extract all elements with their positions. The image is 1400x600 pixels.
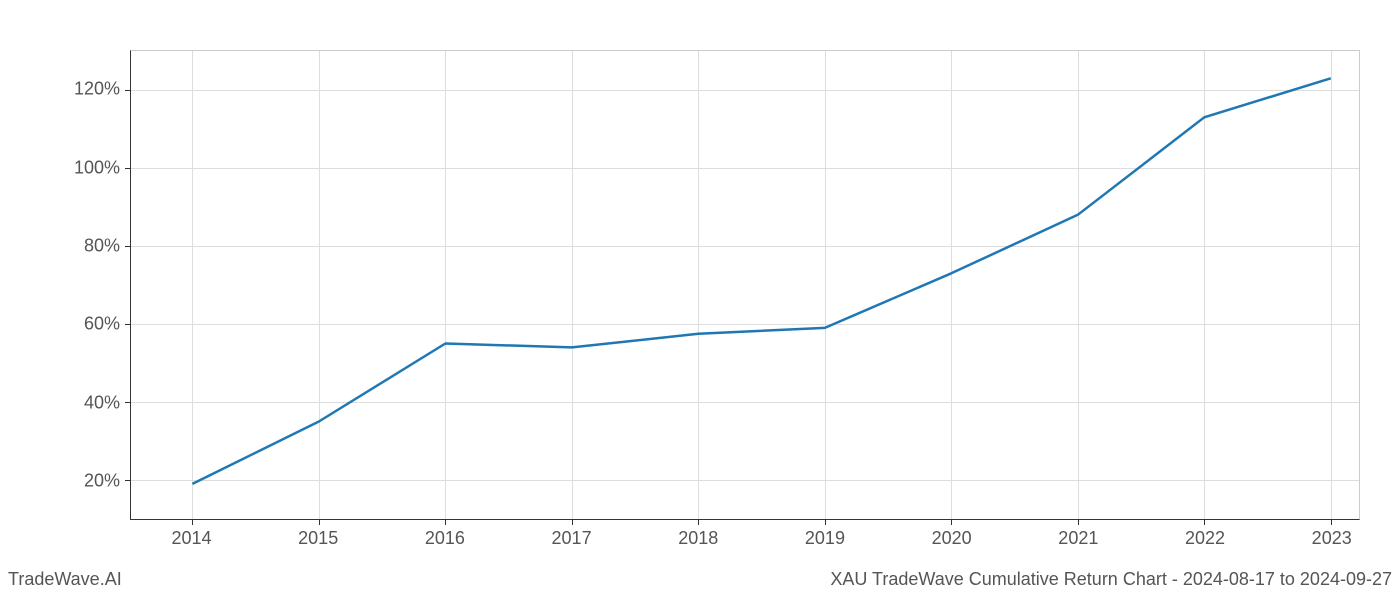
x-tick-label: 2016 [425, 528, 465, 549]
x-tick-mark [572, 519, 573, 525]
x-tick-label: 2015 [298, 528, 338, 549]
footer-left-text: TradeWave.AI [8, 569, 122, 590]
x-tick-label: 2021 [1058, 528, 1098, 549]
footer-right-text: XAU TradeWave Cumulative Return Chart - … [830, 569, 1392, 590]
x-tick-label: 2020 [932, 528, 972, 549]
x-tick-mark [319, 519, 320, 525]
x-tick-mark [192, 519, 193, 525]
x-tick-label: 2022 [1185, 528, 1225, 549]
x-tick-mark [1331, 519, 1332, 525]
x-tick-label: 2017 [552, 528, 592, 549]
y-tick-label: 20% [60, 470, 120, 491]
x-tick-mark [1204, 519, 1205, 525]
x-tick-mark [1078, 519, 1079, 525]
x-tick-label: 2018 [678, 528, 718, 549]
x-tick-label: 2019 [805, 528, 845, 549]
x-tick-label: 2014 [171, 528, 211, 549]
x-tick-mark [951, 519, 952, 525]
x-tick-mark [825, 519, 826, 525]
y-tick-label: 80% [60, 235, 120, 256]
plot-area [130, 50, 1360, 520]
line-series [131, 51, 1359, 519]
series-line [192, 78, 1330, 484]
x-tick-mark [698, 519, 699, 525]
y-tick-label: 100% [60, 157, 120, 178]
y-tick-label: 40% [60, 392, 120, 413]
y-tick-label: 60% [60, 314, 120, 335]
x-tick-mark [445, 519, 446, 525]
x-tick-label: 2023 [1312, 528, 1352, 549]
chart-container [130, 50, 1360, 520]
y-tick-label: 120% [60, 79, 120, 100]
